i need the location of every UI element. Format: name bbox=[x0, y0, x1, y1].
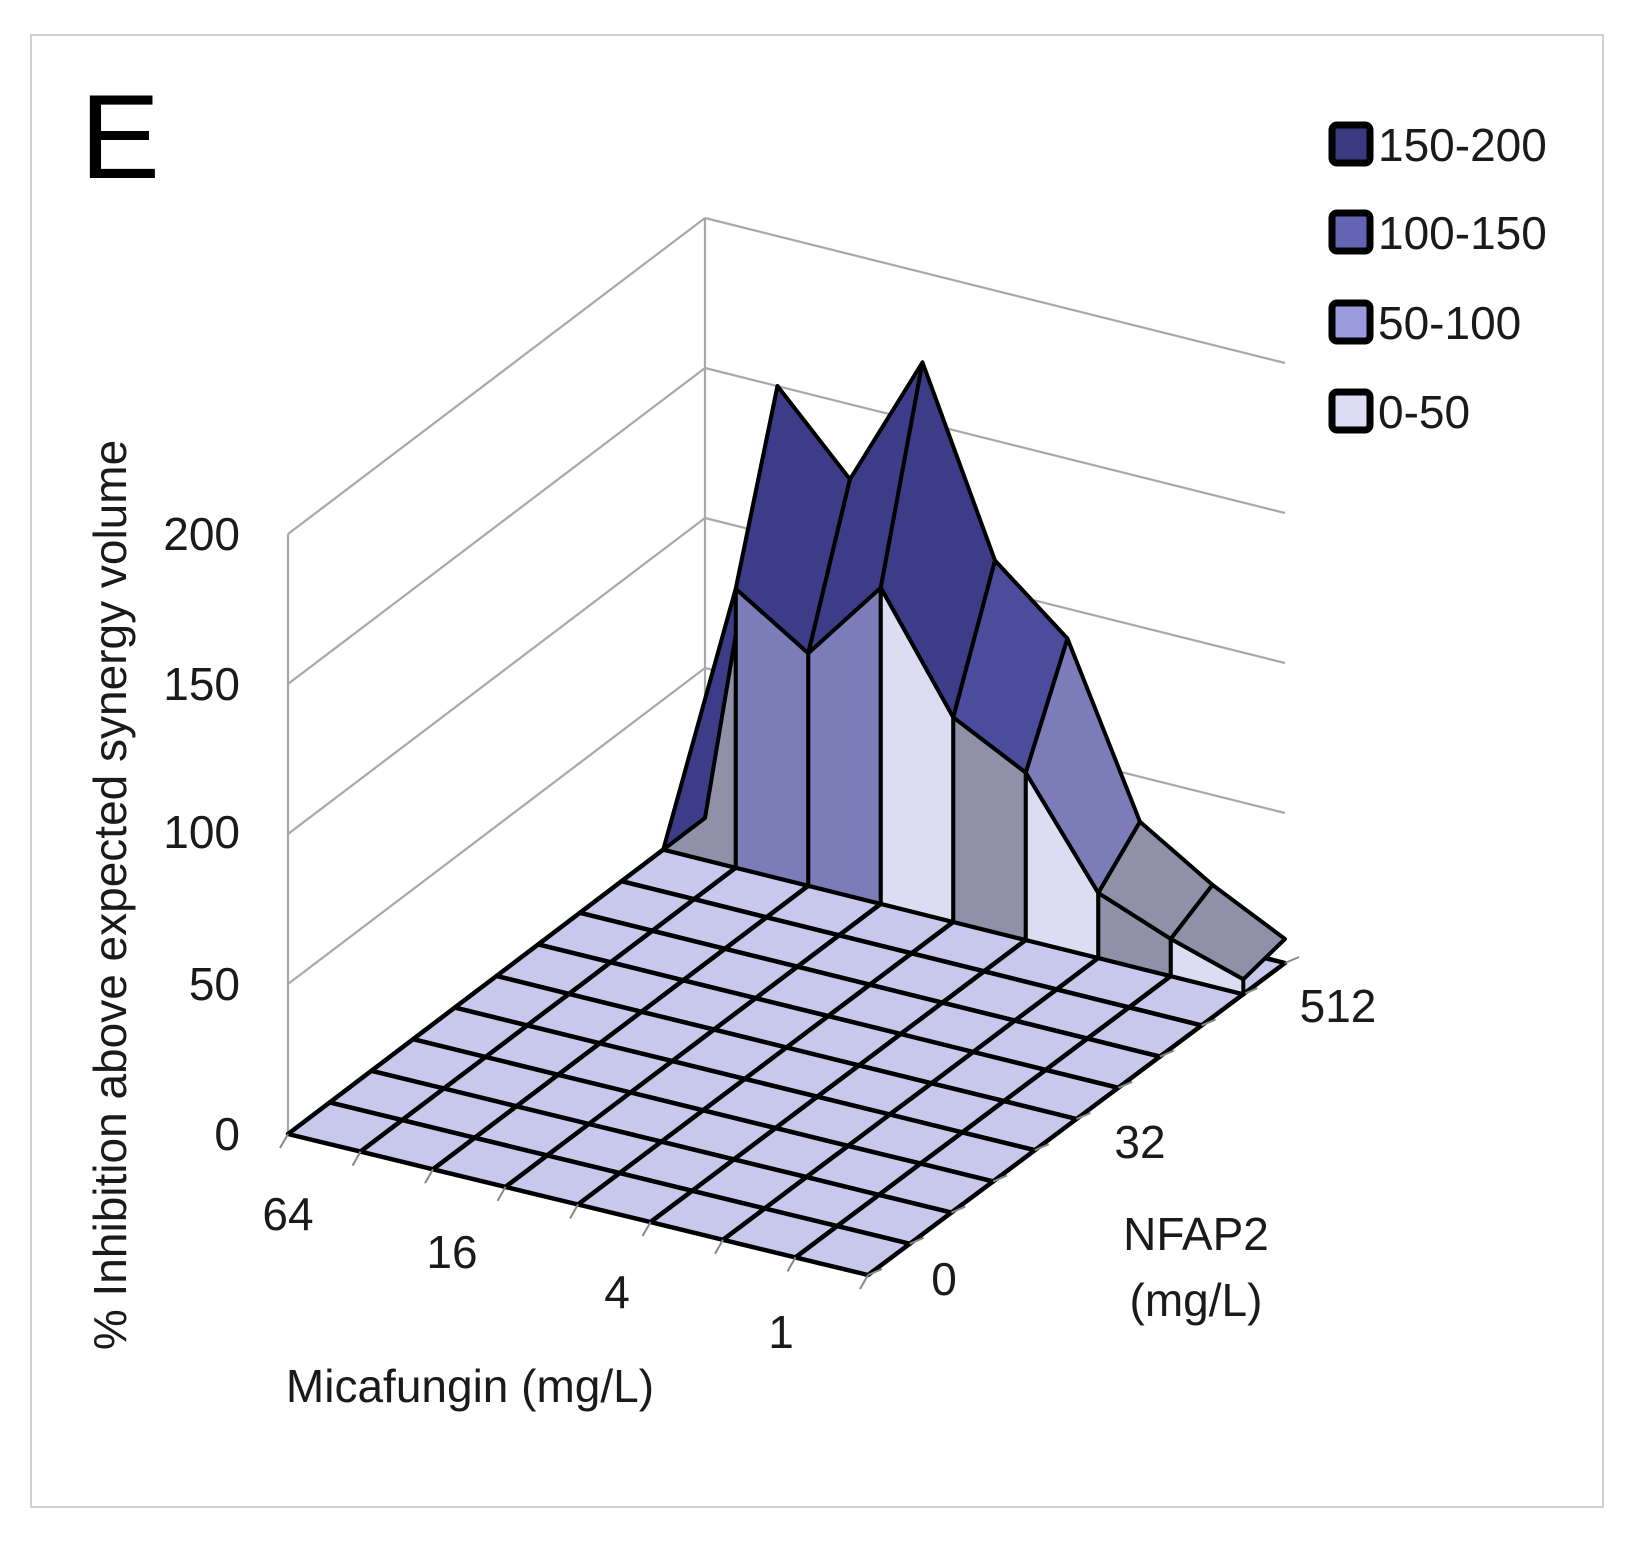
legend-label: 0-50 bbox=[1378, 386, 1470, 438]
x-tick-mark bbox=[714, 1239, 724, 1255]
x-tick-mark bbox=[641, 1221, 652, 1237]
y-tick-mark bbox=[992, 1174, 1008, 1183]
z-gridline bbox=[704, 366, 1286, 515]
y-tick-mark bbox=[1242, 987, 1258, 996]
legend-swatch bbox=[1328, 388, 1374, 434]
y-tick-mark bbox=[951, 1205, 966, 1214]
y-axis-ticks: 0 32 512 bbox=[931, 980, 1376, 1305]
x-tick-label: 4 bbox=[604, 1266, 630, 1318]
z-tick-label: 150 bbox=[163, 658, 240, 710]
z-tick-label: 200 bbox=[163, 508, 240, 560]
x-tick-mark bbox=[569, 1204, 579, 1219]
z-gridline bbox=[287, 367, 706, 685]
x-tick-mark bbox=[496, 1186, 507, 1202]
y-axis-title-line-1: NFAP2 bbox=[1123, 1208, 1269, 1260]
ridge-surface bbox=[661, 360, 1287, 997]
x-tick-mark bbox=[786, 1256, 797, 1272]
z-gridline bbox=[287, 217, 706, 535]
z-axis-title: % Inhibition above expected synergy volu… bbox=[84, 440, 136, 1350]
z-gridline bbox=[704, 216, 1286, 365]
z-tick-label: 50 bbox=[189, 958, 240, 1010]
z-gridline bbox=[287, 667, 706, 985]
y-tick-label: 32 bbox=[1114, 1116, 1165, 1168]
ridge-face-upper bbox=[1168, 882, 1287, 982]
y-tick-mark bbox=[867, 1268, 883, 1276]
legend-swatch bbox=[1328, 121, 1374, 167]
panel-label: E bbox=[80, 70, 160, 204]
y-tick-mark bbox=[1034, 1143, 1050, 1152]
legend-label: 150-200 bbox=[1378, 119, 1547, 171]
y-tick-mark bbox=[909, 1236, 925, 1245]
x-axis-title: Micafungin (mg/L) bbox=[286, 1360, 654, 1412]
z-tick-label: 100 bbox=[163, 806, 240, 858]
z-tick-label: 0 bbox=[214, 1108, 240, 1160]
z-axis-ticks: 0 50 100 150 200 bbox=[163, 508, 240, 1160]
legend: 150-200 100-150 50-100 0-50 bbox=[1328, 119, 1547, 438]
y-tick-mark bbox=[1284, 956, 1300, 964]
z-gridline bbox=[287, 517, 706, 835]
legend-label: 100-150 bbox=[1378, 207, 1547, 259]
legend-swatch bbox=[1328, 209, 1374, 255]
y-tick-label: 512 bbox=[1300, 980, 1377, 1032]
x-tick-label: 16 bbox=[426, 1226, 477, 1278]
legend-swatch bbox=[1328, 299, 1374, 345]
x-tick-mark bbox=[351, 1151, 362, 1167]
chart-frame bbox=[30, 34, 1604, 1508]
legend-label: 50-100 bbox=[1378, 297, 1521, 349]
x-tick-mark bbox=[424, 1168, 434, 1184]
x-tick-label: 1 bbox=[768, 1306, 794, 1358]
x-axis-ticks: 64 16 4 1 bbox=[262, 1188, 793, 1358]
y-tick-label: 0 bbox=[931, 1253, 957, 1305]
y-tick-mark bbox=[1201, 1018, 1216, 1027]
y-tick-mark bbox=[1117, 1080, 1133, 1089]
x-tick-mark bbox=[859, 1274, 869, 1290]
y-axis-title-line-2: (mg/L) bbox=[1130, 1274, 1263, 1326]
y-tick-mark bbox=[1076, 1112, 1091, 1120]
x-tick-label: 64 bbox=[262, 1188, 313, 1240]
x-tick-mark bbox=[279, 1133, 289, 1149]
y-tick-mark bbox=[1159, 1049, 1175, 1058]
